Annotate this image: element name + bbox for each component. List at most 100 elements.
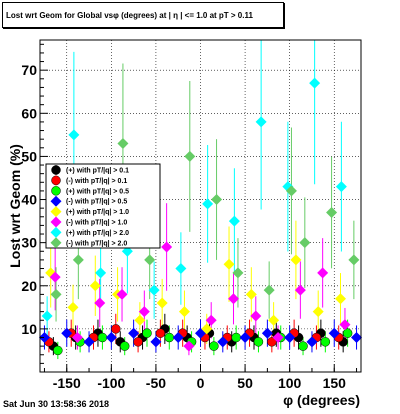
data-point [231,332,241,343]
data-point [53,345,63,356]
data-point [178,306,190,318]
data-point [351,332,363,344]
x-tick-label: 0 [197,375,205,391]
data-point [255,116,267,128]
data-point [161,241,173,253]
x-tick-label: -100 [97,375,125,391]
legend-entry-label: (-) with pT/|q| > 0.1 [66,178,127,185]
x-tick-label: 150 [323,375,347,391]
data-point [209,341,219,351]
data-point [134,314,146,326]
data-point [272,332,284,344]
data-point [268,314,280,326]
data-point [261,327,273,339]
data-point [116,288,128,300]
data-point [285,185,297,197]
data-point [348,254,360,266]
data-point [263,284,275,296]
data-point [239,332,251,344]
data-point [67,301,79,313]
y-tick-label: 30 [21,235,37,251]
data-point [290,254,302,266]
data-point [298,341,308,351]
data-point [175,263,187,275]
data-point [205,314,217,326]
data-point [184,150,196,162]
legend-entry-label: (-) with pT/|q| > 2.0 [66,240,127,247]
data-point [89,280,101,292]
timestamp: Sat Jun 30 13:58:36 2018 [3,399,110,409]
data-point [253,337,264,347]
data-point [150,336,162,348]
y-tick-label: 50 [21,148,37,164]
y-tick-label: 40 [21,192,37,208]
data-point [95,267,107,279]
data-point [138,306,150,318]
data-point [211,194,223,206]
data-point [94,297,106,309]
data-point [317,267,329,279]
data-point [133,337,143,347]
x-tick-label: -150 [53,375,81,391]
data-point [172,332,184,344]
data-point [183,340,195,352]
data-point [68,129,80,141]
data-point [312,306,324,318]
plot-title: Lost wrt Geom for Global vsφ (degrees) a… [6,10,253,20]
y-tick-label: 60 [21,105,37,121]
data-point [334,293,346,305]
legend-entry-label: (-) with pT/|q| > 0.5 [66,199,127,206]
data-point [83,336,95,348]
data-point [267,337,277,347]
data-point [111,324,121,334]
data-point [217,336,229,348]
data-point [309,77,321,89]
x-tick-label: -50 [146,375,166,391]
data-point [284,332,296,344]
legend-entry-label: (+) with pT/|q| > 1.0 [66,209,129,216]
data-point [326,206,338,218]
y-axis-label: Lost wrt Geom (%) [7,144,23,268]
data-point [148,284,160,296]
data-point [128,327,140,339]
data-point [335,181,347,193]
y-tick-label: 20 [21,278,37,294]
x-tick-label: 100 [278,375,302,391]
data-point [105,332,117,344]
data-point [250,310,262,322]
data-point [72,254,84,266]
data-point [142,328,152,338]
data-point [164,332,175,343]
data-point [156,297,168,309]
x-tick-label: 50 [237,375,253,391]
data-point [328,327,340,339]
data-point [117,137,129,149]
data-point [294,284,306,296]
legend: (+) with pT/|q| > 0.1 (-) with pT/|q| > 0… [45,163,161,249]
data-point [119,341,130,351]
plot-title-box: Lost wrt Geom for Global vsφ (degrees) a… [2,2,284,28]
data-point [245,288,257,300]
data-point [41,310,53,322]
legend-box [45,163,161,249]
data-point [38,332,50,344]
data-point [155,328,166,338]
data-point [320,337,331,347]
data-points [38,77,363,356]
data-point [61,327,73,339]
data-point [144,254,156,266]
legend-entry-label: (+) with pT/|q| > 2.0 [66,230,129,237]
data-point [228,215,240,227]
data-point [306,336,318,348]
legend-entry-label: (-) with pT/|q| > 1.0 [66,220,127,227]
data-point [342,328,353,338]
data-point [227,293,239,305]
data-point [223,258,235,270]
data-point [97,332,108,343]
y-tick-label: 10 [21,321,37,337]
data-point [299,237,311,249]
data-point [49,271,61,283]
data-point [50,288,62,300]
data-point [339,319,351,331]
data-point [121,245,133,257]
